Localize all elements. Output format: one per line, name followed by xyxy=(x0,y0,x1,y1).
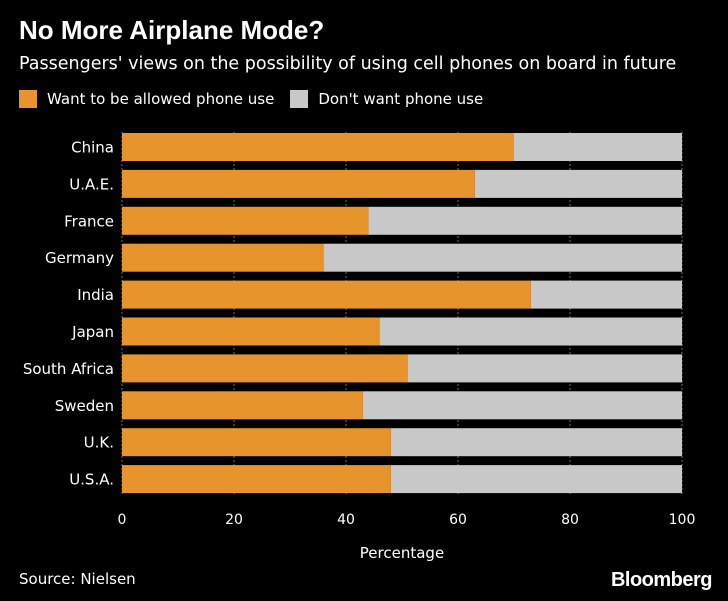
category-label: U.S.A. xyxy=(69,471,114,489)
x-axis-label: Percentage xyxy=(360,544,444,562)
category-label: China xyxy=(71,139,114,157)
legend-item-want: Want to be allowed phone use xyxy=(19,90,274,108)
legend: Want to be allowed phone use Don't want … xyxy=(19,87,499,111)
bar-dont-want-4 xyxy=(530,280,682,309)
legend-label-want: Want to be allowed phone use xyxy=(47,90,275,108)
bar-want-3 xyxy=(122,243,324,272)
legend-swatch-want xyxy=(19,90,37,108)
bloomberg-logo: Bloomberg xyxy=(610,569,713,591)
bar-dont-want-2 xyxy=(368,206,682,235)
bar-want-5 xyxy=(122,317,380,346)
bar-want-7 xyxy=(122,391,363,420)
bar-want-6 xyxy=(122,354,408,383)
x-tick-label: 80 xyxy=(561,512,579,528)
category-label: Japan xyxy=(71,323,114,341)
category-label: Sweden xyxy=(55,397,114,415)
bar-want-9 xyxy=(122,465,391,494)
x-tick-label: 20 xyxy=(225,512,243,528)
bar-dont-want-9 xyxy=(390,465,682,494)
bar-want-4 xyxy=(122,280,531,309)
bar-dont-want-3 xyxy=(323,243,682,272)
bar-want-8 xyxy=(122,428,391,457)
category-label: U.K. xyxy=(84,434,114,452)
category-label: Germany xyxy=(45,249,114,267)
legend-label-dont-want: Don't want phone use xyxy=(318,90,484,108)
x-tick-label: 40 xyxy=(337,512,355,528)
bar-dont-want-5 xyxy=(379,317,682,346)
category-label: U.A.E. xyxy=(69,175,114,193)
bar-chart: China U.A.E. France Germany India Japan South … xyxy=(23,132,696,562)
source-note: Source: Nielsen xyxy=(19,570,136,588)
legend-item-dont-want: Don't want phone use xyxy=(290,90,483,108)
chart-subtitle: Passengers' views on the possibility of … xyxy=(19,54,677,74)
bar-dont-want-1 xyxy=(474,169,682,198)
bar-want-1 xyxy=(122,169,475,198)
bar-want-0 xyxy=(122,133,514,161)
bar-dont-want-0 xyxy=(514,133,682,161)
bar-dont-want-8 xyxy=(390,428,682,457)
bar-dont-want-7 xyxy=(362,391,682,420)
bar-want-2 xyxy=(122,206,369,235)
x-tick-label: 60 xyxy=(449,512,467,528)
bar-dont-want-6 xyxy=(407,354,682,383)
chart-title: No More Airplane Mode? xyxy=(19,15,325,45)
category-label: South Africa xyxy=(23,360,114,378)
category-label: India xyxy=(77,286,114,304)
x-tick-label: 100 xyxy=(669,512,696,528)
legend-swatch-dont-want xyxy=(290,90,309,108)
x-tick-label: 0 xyxy=(118,512,127,528)
category-label: France xyxy=(64,212,114,230)
